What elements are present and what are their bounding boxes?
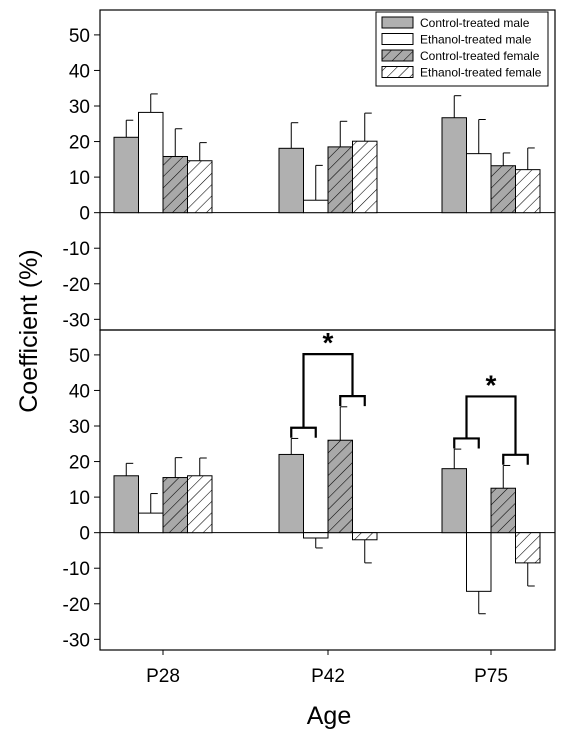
bar: [515, 532, 541, 564]
bar: [352, 532, 378, 541]
y-tick-label: -30: [63, 310, 90, 331]
legend-swatch: [381, 66, 414, 78]
x-tick-label: P75: [474, 666, 508, 687]
significance-bracket: [290, 426, 317, 438]
y-axis-label: Coefficient (%): [15, 249, 43, 413]
y-tick-label: 10: [69, 168, 90, 189]
x-tick-label: P42: [311, 666, 345, 687]
significance-bracket: [302, 353, 354, 428]
bar: [327, 439, 353, 534]
significance-bracket: [453, 437, 480, 449]
bar: [466, 153, 492, 214]
y-tick-label: 30: [69, 417, 90, 438]
y-tick-label: 50: [69, 346, 90, 367]
bar: [490, 165, 516, 214]
bar: [187, 475, 213, 534]
significance-bracket: [339, 395, 366, 407]
bar: [490, 487, 516, 534]
significance-star: *: [323, 327, 334, 358]
legend-label: Control-treated male: [420, 16, 530, 30]
bar: [138, 512, 164, 534]
bar: [113, 475, 139, 534]
x-tick-label: P28: [146, 666, 180, 687]
y-tick-label: 20: [69, 453, 90, 474]
bar: [327, 146, 353, 214]
y-axis-ticks: 50 40 30 20 10 0 -10 -20 -30 50 40 30 20 10 0 -10 -20 -30: [63, 26, 100, 651]
bar: [441, 117, 467, 214]
y-tick-label: 30: [69, 97, 90, 118]
significance-bracket: [465, 395, 517, 455]
legend-swatch: [381, 16, 414, 29]
bar: [162, 155, 188, 214]
bars-layer: [113, 93, 541, 615]
legend-label: Ethanol-treated female: [420, 66, 542, 80]
legend-label: Ethanol-treated male: [420, 33, 532, 47]
bar: [162, 477, 188, 534]
y-tick-label: 50: [69, 26, 90, 47]
significance-bracket: [502, 453, 529, 465]
y-tick-label: 40: [69, 61, 90, 82]
x-axis-ticks: P28 P42 P75: [146, 650, 508, 687]
y-tick-label: -20: [63, 595, 90, 616]
y-tick-label: 0: [79, 524, 90, 545]
significance-layer: **: [290, 327, 529, 465]
y-tick-label: -10: [63, 559, 90, 580]
significance-star: *: [486, 369, 497, 400]
legend-swatch: [381, 33, 414, 45]
bar: [113, 136, 139, 214]
bar: [352, 140, 378, 214]
y-tick-label: -10: [63, 239, 90, 260]
x-axis-label: Age: [307, 702, 351, 730]
bar: [303, 532, 329, 539]
bar: [278, 453, 304, 534]
y-tick-label: -20: [63, 275, 90, 296]
bar: [187, 160, 213, 214]
y-tick-label: 40: [69, 381, 90, 402]
legend-swatch: [381, 49, 414, 62]
y-tick-label: 10: [69, 488, 90, 509]
y-tick-label: 0: [79, 204, 90, 225]
bar: [441, 468, 467, 534]
legend-label: Control-treated female: [420, 49, 540, 63]
bar: [466, 532, 492, 592]
bar: [138, 111, 164, 214]
bar: [515, 169, 541, 214]
y-tick-label: 20: [69, 133, 90, 154]
bar: [278, 147, 304, 214]
bar: [303, 199, 329, 214]
legend: Control-treated male Ethanol-treated male…: [375, 11, 549, 87]
y-tick-label: -30: [63, 630, 90, 651]
